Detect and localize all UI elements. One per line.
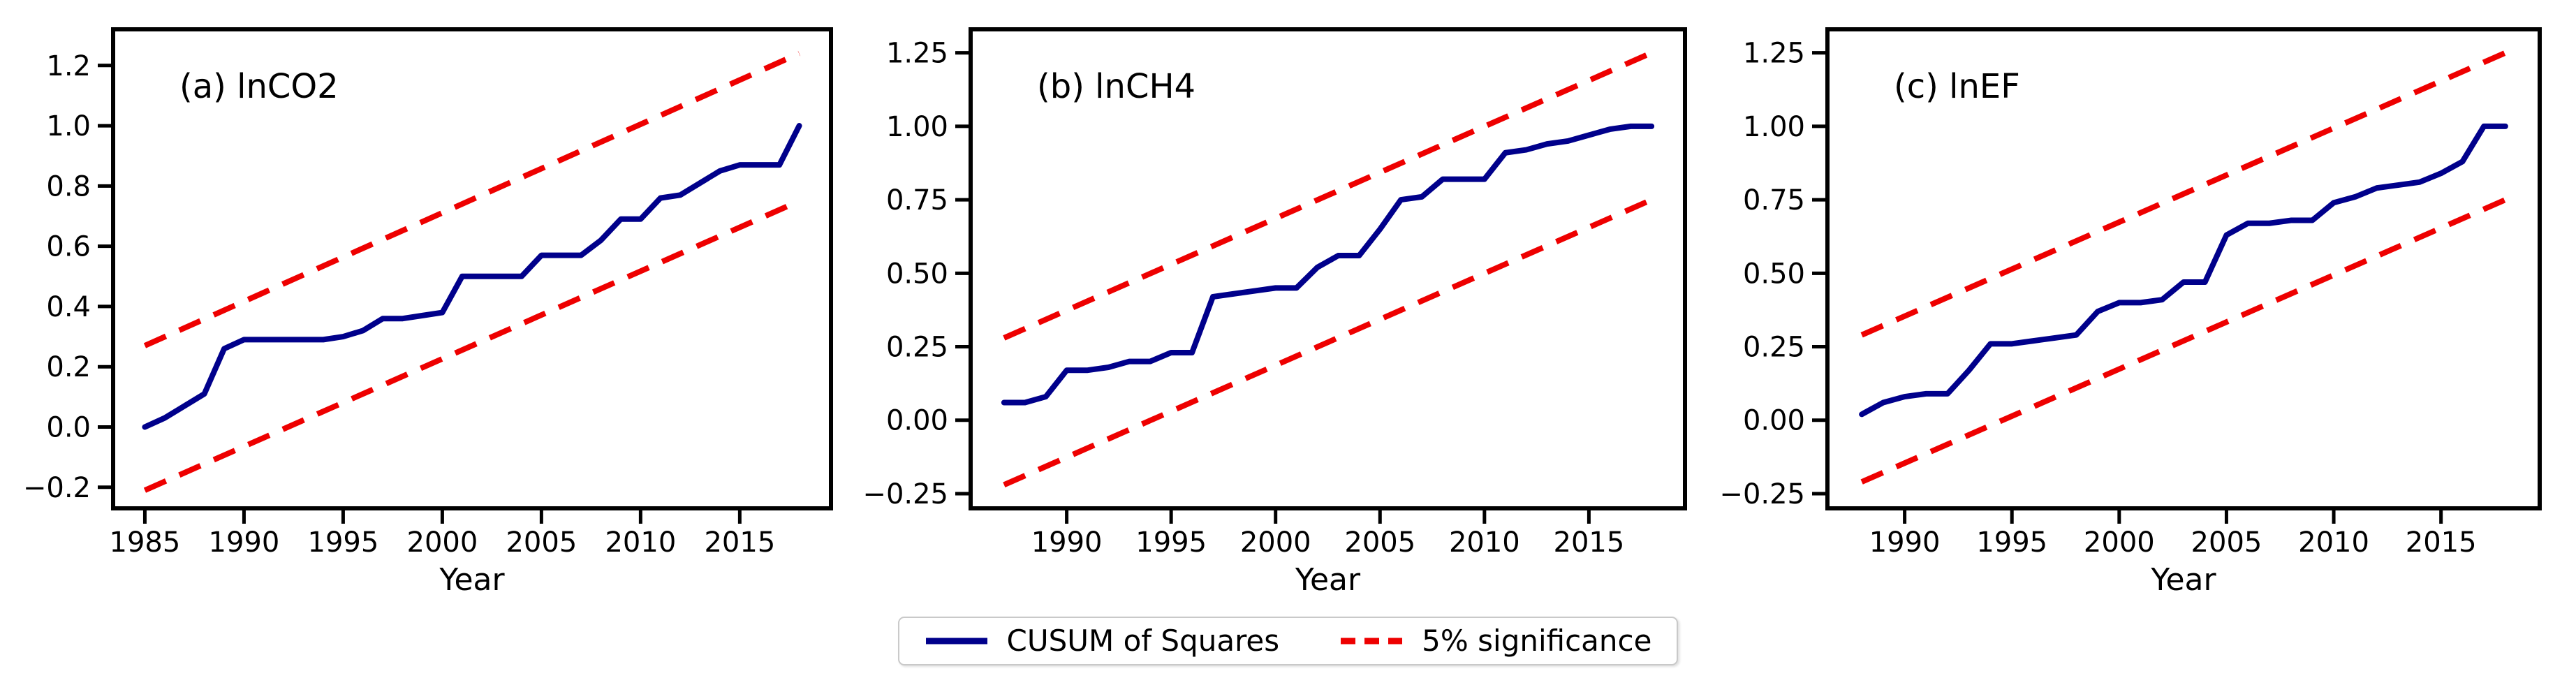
panel-b-axes-box	[969, 27, 1687, 510]
panel-a-xtick-label-2010: 2010	[605, 527, 676, 559]
panel-b-ytick-label-1: 1.00	[886, 111, 948, 143]
legend-box: CUSUM of Squares 5% significance	[897, 617, 1679, 665]
panel-c-ytick-label-0.75: 0.75	[1743, 184, 1805, 216]
panel-a-ytick-label-0.8: 0.8	[46, 170, 91, 203]
panel-a-ytick-label-0.6: 0.6	[46, 231, 91, 263]
panel-b-ytick-label-0.5: 0.50	[886, 258, 948, 290]
panel-b-xlabel: Year	[1295, 562, 1361, 598]
panel-c-title: (c) lnEF	[1894, 67, 2020, 106]
panel-b-ytick-label--0.25: −0.25	[862, 478, 948, 510]
panel-a-xtick-label-1985: 1985	[110, 527, 181, 559]
panel-b-title: (b) lnCH4	[1037, 67, 1195, 106]
legend-item-cusum: CUSUM of Squares	[925, 624, 1280, 658]
panel-b-ytick-label-1.25: 1.25	[886, 38, 948, 70]
panel-a-xtick-label-1995: 1995	[308, 527, 379, 559]
panel-a-xtick-label-2015: 2015	[704, 527, 775, 559]
panel-c-ytick-label-1.25: 1.25	[1743, 38, 1805, 70]
panel-a-ytick-label-0.2: 0.2	[46, 351, 91, 383]
panel-a-xtick-label-2000: 2000	[407, 527, 478, 559]
panel-a-ytick-label-0: 0.0	[46, 412, 91, 444]
panel-b-upper-bound-line	[1003, 50, 1653, 341]
panel-b-ytick-label-0.75: 0.75	[886, 184, 948, 216]
panel-a-ytick-label-1: 1.0	[46, 110, 91, 142]
panel-b-xtick-label-2015: 2015	[1554, 527, 1625, 559]
panel-a-ytick-label--0.2: −0.2	[23, 472, 91, 504]
panel-b-cusum-line	[1001, 123, 1655, 406]
panel-c-upper-bound-line	[1860, 50, 2507, 338]
panel-b-ytick-label-0.25: 0.25	[886, 332, 948, 364]
panel-a-ytick-label-0.4: 0.4	[46, 291, 91, 323]
panel-c-xtick-label-2010: 2010	[2298, 527, 2369, 559]
panel-a-upper-bound-line	[143, 50, 801, 348]
panel-c-xtick-label-2000: 2000	[2084, 527, 2155, 559]
panel-b-xtick-label-1990: 1990	[1031, 527, 1103, 559]
panel-a-title: (a) lnCO2	[179, 67, 339, 106]
panel-c-xtick-label-2005: 2005	[2191, 527, 2262, 559]
panel-a-axes-box	[111, 27, 833, 510]
panel-c-xlabel: Year	[2150, 562, 2216, 598]
panel-c-ytick-label-0.5: 0.50	[1743, 258, 1805, 290]
panel-b-xtick-label-2005: 2005	[1344, 527, 1415, 559]
panel-c-xtick-label-1990: 1990	[1869, 527, 1941, 559]
legend-dashed-line-swatch	[1341, 638, 1403, 645]
panel-c-ytick-label--0.25: −0.25	[1719, 478, 1805, 510]
panel-a-xtick-label-1990: 1990	[209, 527, 280, 559]
panel-c-xtick-label-2015: 2015	[2406, 527, 2477, 559]
panel-c-ytick-label-0: 0.00	[1743, 405, 1805, 437]
panel-c-ytick-label-0.25: 0.25	[1743, 332, 1805, 364]
panel-c-lower-bound-line	[1860, 197, 2507, 485]
panel-b-xtick-label-1995: 1995	[1135, 527, 1207, 559]
legend-solid-line-swatch	[925, 638, 987, 645]
panel-a-xtick-label-2005: 2005	[506, 527, 577, 559]
panel-b-lower-bound-line	[1003, 197, 1653, 487]
panel-c-xtick-label-1995: 1995	[1976, 527, 2047, 559]
legend-label-cusum: CUSUM of Squares	[1006, 624, 1280, 658]
panel-a-lower-bound-line	[143, 198, 801, 493]
panel-b-xtick-label-2000: 2000	[1240, 527, 1311, 559]
panel-a-ytick-label-1.2: 1.2	[46, 50, 91, 82]
panel-b-xtick-label-2010: 2010	[1449, 527, 1520, 559]
panel-c-ytick-label-1: 1.00	[1743, 111, 1805, 143]
panel-a-xlabel: Year	[439, 562, 505, 598]
panel-c-cusum-line	[1859, 123, 2508, 418]
legend-item-significance: 5% significance	[1339, 626, 1651, 656]
legend-label-significance: 5% significance	[1422, 624, 1652, 658]
panel-c-axes-box	[1825, 27, 2542, 510]
panel-a-cusum-line	[142, 123, 802, 430]
panel-b-ytick-label-0: 0.00	[886, 405, 948, 437]
